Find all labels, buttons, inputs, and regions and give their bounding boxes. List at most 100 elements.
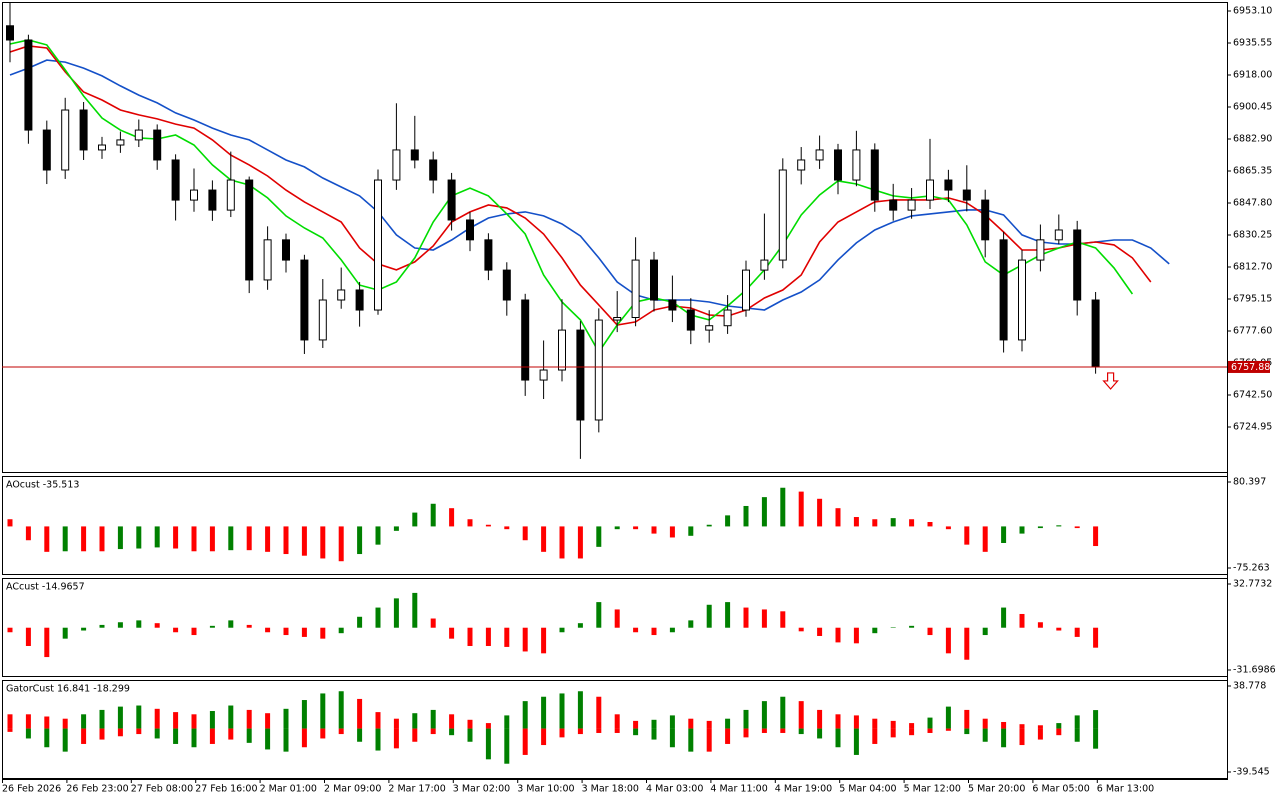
histogram-bar: [761, 609, 767, 628]
candle-body: [484, 239, 493, 271]
y-tick-label: 6742.50: [1233, 390, 1272, 401]
gator-bar: [154, 728, 160, 739]
histogram-bar: [136, 526, 142, 549]
y-tick-label: -31.6986: [1233, 665, 1276, 676]
gator-bar: [780, 728, 786, 733]
candle-body: [870, 149, 879, 201]
gator-bar: [44, 716, 50, 729]
gator-bar: [7, 728, 13, 732]
gator-bar: [412, 713, 418, 729]
y-tick-label: 6918.00: [1233, 70, 1272, 81]
histogram-bar: [522, 526, 528, 541]
x-tick-label: 5 Mar 20:00: [968, 784, 1025, 795]
gator-bar: [320, 728, 326, 739]
candle-body: [576, 329, 585, 421]
gator-bar: [485, 723, 491, 729]
histogram-bar: [798, 491, 804, 527]
histogram-bar: [173, 627, 179, 633]
histogram-bar: [228, 526, 234, 551]
ao-pane: [2, 476, 1228, 575]
histogram-bar: [798, 627, 804, 632]
histogram-bar: [228, 620, 234, 628]
gator-bar: [173, 728, 179, 744]
gator-bar: [375, 728, 381, 751]
candle-body: [318, 299, 327, 341]
candle-body: [355, 289, 364, 311]
gator-bar: [301, 700, 307, 729]
candle-body: [742, 269, 750, 311]
histogram-bar: [209, 625, 215, 628]
histogram-bar: [596, 602, 602, 628]
y-tick-label: 6812.70: [1233, 262, 1272, 273]
gator-bar: [62, 718, 68, 729]
gator-bar: [761, 701, 767, 729]
candle-body: [98, 144, 106, 151]
gator-bar: [228, 705, 234, 729]
histogram-bar: [669, 627, 675, 633]
histogram-bar: [62, 627, 68, 639]
gator-bar: [430, 709, 436, 729]
gator-bar: [117, 706, 123, 729]
y-tick-label: -39.545: [1233, 767, 1270, 778]
x-tick-label: 27 Feb 16:00: [195, 784, 257, 795]
gator-bar: [504, 728, 510, 764]
histogram-bar: [357, 526, 363, 555]
candle-body: [263, 239, 272, 281]
histogram-bar: [890, 518, 896, 527]
y-tick-label: 6724.95: [1233, 422, 1272, 433]
candle-body: [116, 139, 125, 146]
gator-bar: [375, 712, 381, 729]
candle-body: [999, 239, 1008, 341]
gator-bar: [577, 728, 583, 735]
histogram-bar: [99, 624, 105, 628]
gator-bar: [7, 714, 13, 729]
histogram-bar: [817, 627, 823, 636]
histogram-bar: [191, 627, 197, 636]
x-tick-label: 4 Mar 19:00: [775, 784, 832, 795]
last-price-label: 6757.88: [1231, 362, 1270, 373]
candle-body: [24, 39, 33, 131]
histogram-bar: [265, 627, 271, 633]
gator-bar: [614, 714, 620, 729]
histogram-bar: [191, 526, 197, 552]
candle-body: [944, 179, 953, 191]
histogram-bar: [1037, 526, 1043, 529]
histogram-bar: [246, 526, 252, 551]
gator-bar: [357, 728, 363, 742]
x-tick-label: 2 Mar 09:00: [324, 784, 381, 795]
gator-bar: [559, 728, 565, 738]
gator-bar: [117, 728, 123, 737]
y-tick-label: 38.778: [1233, 681, 1266, 692]
histogram-bar: [945, 627, 951, 654]
y-tick-label: 6900.45: [1233, 102, 1272, 113]
histogram-bar: [338, 627, 344, 634]
histogram-bar: [1074, 526, 1080, 529]
histogram-bar: [577, 526, 583, 559]
x-tick-label: 6 Mar 05:00: [1032, 784, 1089, 795]
gator-bar: [725, 728, 731, 744]
candle-body: [778, 169, 787, 261]
candle-body: [1036, 239, 1045, 261]
gator-bar: [522, 728, 528, 755]
gator-bar: [1056, 723, 1062, 729]
candle-body: [190, 189, 198, 201]
histogram-bar: [1074, 627, 1080, 637]
x-tick-label: 26 Feb 2026: [2, 784, 61, 795]
x-tick-label: 3 Mar 18:00: [582, 784, 639, 795]
candle-body: [171, 159, 180, 201]
histogram-bar: [541, 627, 547, 654]
histogram-bar: [1056, 627, 1062, 631]
gator-bar: [559, 693, 565, 729]
histogram-bar: [301, 526, 307, 556]
candle-body: [282, 239, 290, 261]
histogram-bar: [927, 627, 933, 636]
candle-body: [723, 309, 732, 327]
histogram-bar: [449, 627, 455, 639]
gator-bar: [228, 728, 234, 740]
alligator-line: [9, 45, 1152, 326]
candle-body: [300, 259, 309, 341]
gator-bar: [393, 718, 399, 729]
last-price-box: [1228, 360, 1270, 373]
gator-bar: [633, 720, 639, 729]
